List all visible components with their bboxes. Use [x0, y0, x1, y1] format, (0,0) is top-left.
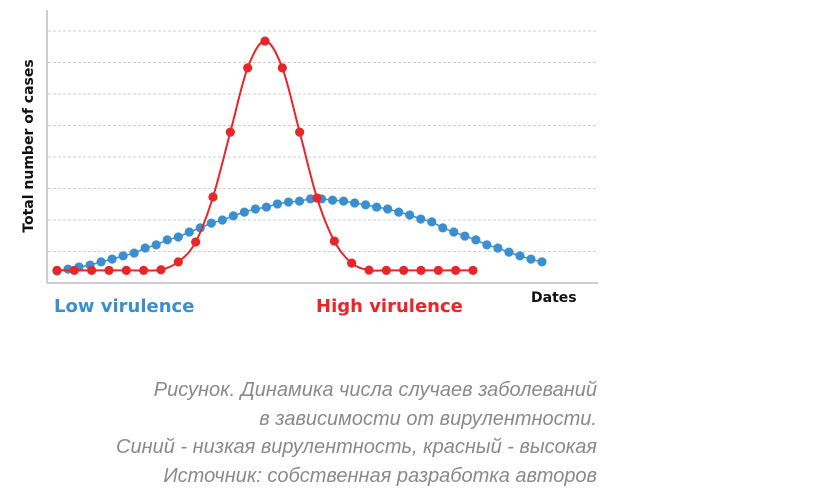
data-point-low-virulence — [405, 210, 415, 220]
data-point-high-virulence — [156, 265, 166, 275]
data-point-low-virulence — [239, 207, 249, 217]
data-point-high-virulence — [381, 265, 391, 275]
data-point-high-virulence — [104, 265, 114, 275]
x-axis-label: Dates — [531, 290, 577, 306]
gridlines — [48, 30, 598, 252]
data-point-low-virulence — [107, 254, 117, 264]
chart: Total number of cases Low virulence High… — [21, 10, 598, 317]
caption-line: Рисунок. Динамика числа случаев заболева… — [153, 379, 597, 401]
data-point-high-virulence — [69, 265, 79, 275]
data-point-low-virulence — [361, 200, 371, 210]
data-point-high-virulence — [329, 236, 339, 246]
data-point-low-virulence — [449, 227, 459, 237]
data-point-high-virulence — [139, 265, 149, 275]
data-point-high-virulence — [347, 258, 357, 268]
data-point-low-virulence — [504, 247, 514, 257]
caption-line: Источник: собственная разработка авторов — [163, 464, 597, 487]
data-point-low-virulence — [283, 197, 294, 207]
data-point-low-virulence — [140, 243, 150, 253]
data-point-high-virulence — [277, 63, 287, 73]
series-line-high-virulence — [57, 40, 473, 272]
data-point-low-virulence — [383, 204, 393, 214]
data-point-high-virulence — [191, 237, 201, 247]
data-point-high-virulence — [87, 265, 97, 275]
data-point-low-virulence — [327, 195, 338, 205]
y-axis-label: Total number of cases — [21, 59, 37, 232]
data-point-low-virulence — [118, 251, 128, 261]
data-point-low-virulence — [372, 202, 382, 212]
data-point-low-virulence — [471, 235, 481, 245]
figure-caption: Рисунок. Динамика числа случаев заболева… — [116, 376, 597, 490]
data-point-low-virulence — [250, 204, 261, 214]
caption-line: Синий - низкая вирулентность, красный - … — [116, 436, 597, 458]
data-point-low-virulence — [151, 240, 161, 250]
data-point-low-virulence — [338, 196, 349, 206]
data-point-low-virulence — [206, 218, 216, 228]
data-point-low-virulence — [515, 251, 525, 261]
data-point-high-virulence — [173, 257, 183, 267]
data-point-high-virulence — [451, 265, 461, 275]
data-point-high-virulence — [243, 63, 253, 73]
data-point-low-virulence — [228, 211, 238, 221]
data-point-low-virulence — [482, 240, 492, 250]
data-point-high-virulence — [312, 193, 322, 203]
data-point-low-virulence — [272, 199, 283, 209]
data-point-low-virulence — [427, 217, 437, 227]
data-point-low-virulence — [460, 231, 470, 241]
data-point-high-virulence — [399, 265, 409, 275]
data-point-low-virulence — [537, 257, 547, 267]
legend-low-virulence: Low virulence — [54, 296, 194, 317]
data-point-low-virulence — [394, 207, 404, 217]
data-point-low-virulence — [438, 223, 448, 233]
data-point-high-virulence — [416, 265, 426, 275]
data-point-low-virulence — [416, 214, 426, 224]
data-point-high-virulence — [52, 265, 62, 275]
data-point-low-virulence — [96, 257, 106, 267]
data-point-high-virulence — [433, 265, 443, 275]
data-point-high-virulence — [295, 127, 305, 137]
data-point-low-virulence — [493, 243, 503, 253]
data-point-low-virulence — [350, 198, 360, 208]
legend-high-virulence: High virulence — [316, 296, 463, 317]
data-point-high-virulence — [468, 265, 478, 275]
data-point-high-virulence — [260, 36, 270, 46]
caption-line: в зависимости от вирулентности. — [259, 407, 597, 430]
data-point-low-virulence — [294, 196, 305, 206]
data-point-high-virulence — [121, 265, 131, 275]
data-point-low-virulence — [261, 202, 272, 212]
data-point-low-virulence — [173, 232, 183, 242]
data-point-low-virulence — [217, 215, 227, 225]
data-point-low-virulence — [162, 235, 172, 245]
data-point-low-virulence — [184, 227, 194, 237]
data-point-low-virulence — [526, 254, 536, 264]
data-point-high-virulence — [208, 192, 218, 202]
data-point-high-virulence — [225, 127, 235, 137]
data-point-high-virulence — [364, 265, 374, 275]
data-point-low-virulence — [129, 248, 139, 258]
